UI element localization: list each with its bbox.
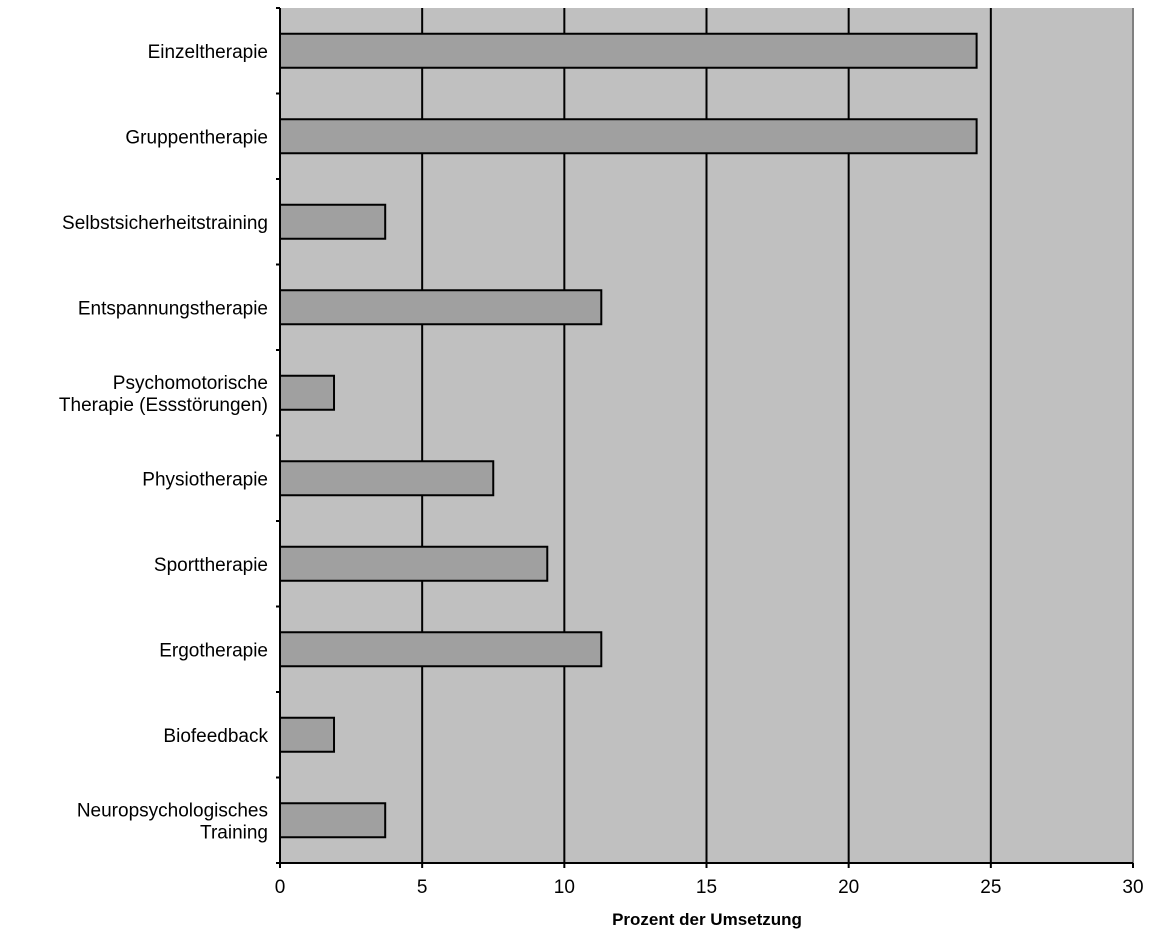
bar-4 [279, 289, 603, 326]
x-tick-label-15: 15 [696, 877, 717, 898]
category-label-4: Entspannungstherapie [78, 298, 268, 319]
category-label-line: Physiotherapie [142, 469, 268, 490]
category-label-line: Training [200, 822, 268, 843]
category-label-line: Psychomotorische [113, 373, 268, 394]
category-label-line: Selbstsicherheitstraining [62, 213, 268, 234]
category-label-line: Neuropsychologisches [77, 800, 268, 821]
category-label-line: Biofeedback [163, 726, 268, 747]
category-label-8: Ergotherapie [159, 640, 268, 661]
bar-9 [279, 716, 336, 753]
category-label-line: Sporttherapie [154, 555, 268, 576]
bar-8 [279, 631, 603, 668]
category-label-5: Psychomotorische Therapie (Essstörungen) [59, 373, 268, 416]
x-tick-label-20: 20 [838, 877, 859, 898]
x-tick-label-5: 5 [417, 877, 428, 898]
bar-1 [279, 32, 978, 69]
axes [276, 7, 1134, 868]
x-tick-label-0: 0 [275, 877, 286, 898]
bar-7 [279, 545, 549, 582]
category-label-line: Ergotherapie [159, 640, 268, 661]
bar-5 [279, 374, 336, 411]
x-tick-labels: 0 5 10 15 20 25 30 [275, 877, 1144, 898]
x-tick-label-25: 25 [980, 877, 1001, 898]
category-label-line: Therapie (Essstörungen) [59, 395, 268, 416]
category-label-9: Biofeedback [163, 726, 268, 747]
x-tick-label-30: 30 [1122, 877, 1143, 898]
category-label-1: Einzeltherapie [148, 42, 268, 63]
category-label-3: Selbstsicherheitstraining [62, 213, 268, 234]
bar-6 [279, 460, 495, 497]
x-axis-title: Prozent der Umsetzung [612, 910, 802, 929]
category-label-10: Neuropsychologisches Training [77, 800, 268, 843]
x-tick-label-10: 10 [554, 877, 575, 898]
bar-2 [279, 118, 978, 155]
bar-3 [279, 203, 387, 240]
bars [279, 32, 978, 839]
bar-10 [279, 802, 387, 839]
category-label-line: Entspannungstherapie [78, 298, 268, 319]
category-label-6: Physiotherapie [142, 469, 268, 490]
category-labels: Einzeltherapie Gruppentherapie Selbstsiche… [59, 42, 269, 844]
category-label-line: Gruppentherapie [125, 127, 268, 148]
category-label-7: Sporttherapie [154, 555, 268, 576]
category-label-2: Gruppentherapie [125, 127, 268, 148]
category-label-line: Einzeltherapie [148, 42, 268, 63]
